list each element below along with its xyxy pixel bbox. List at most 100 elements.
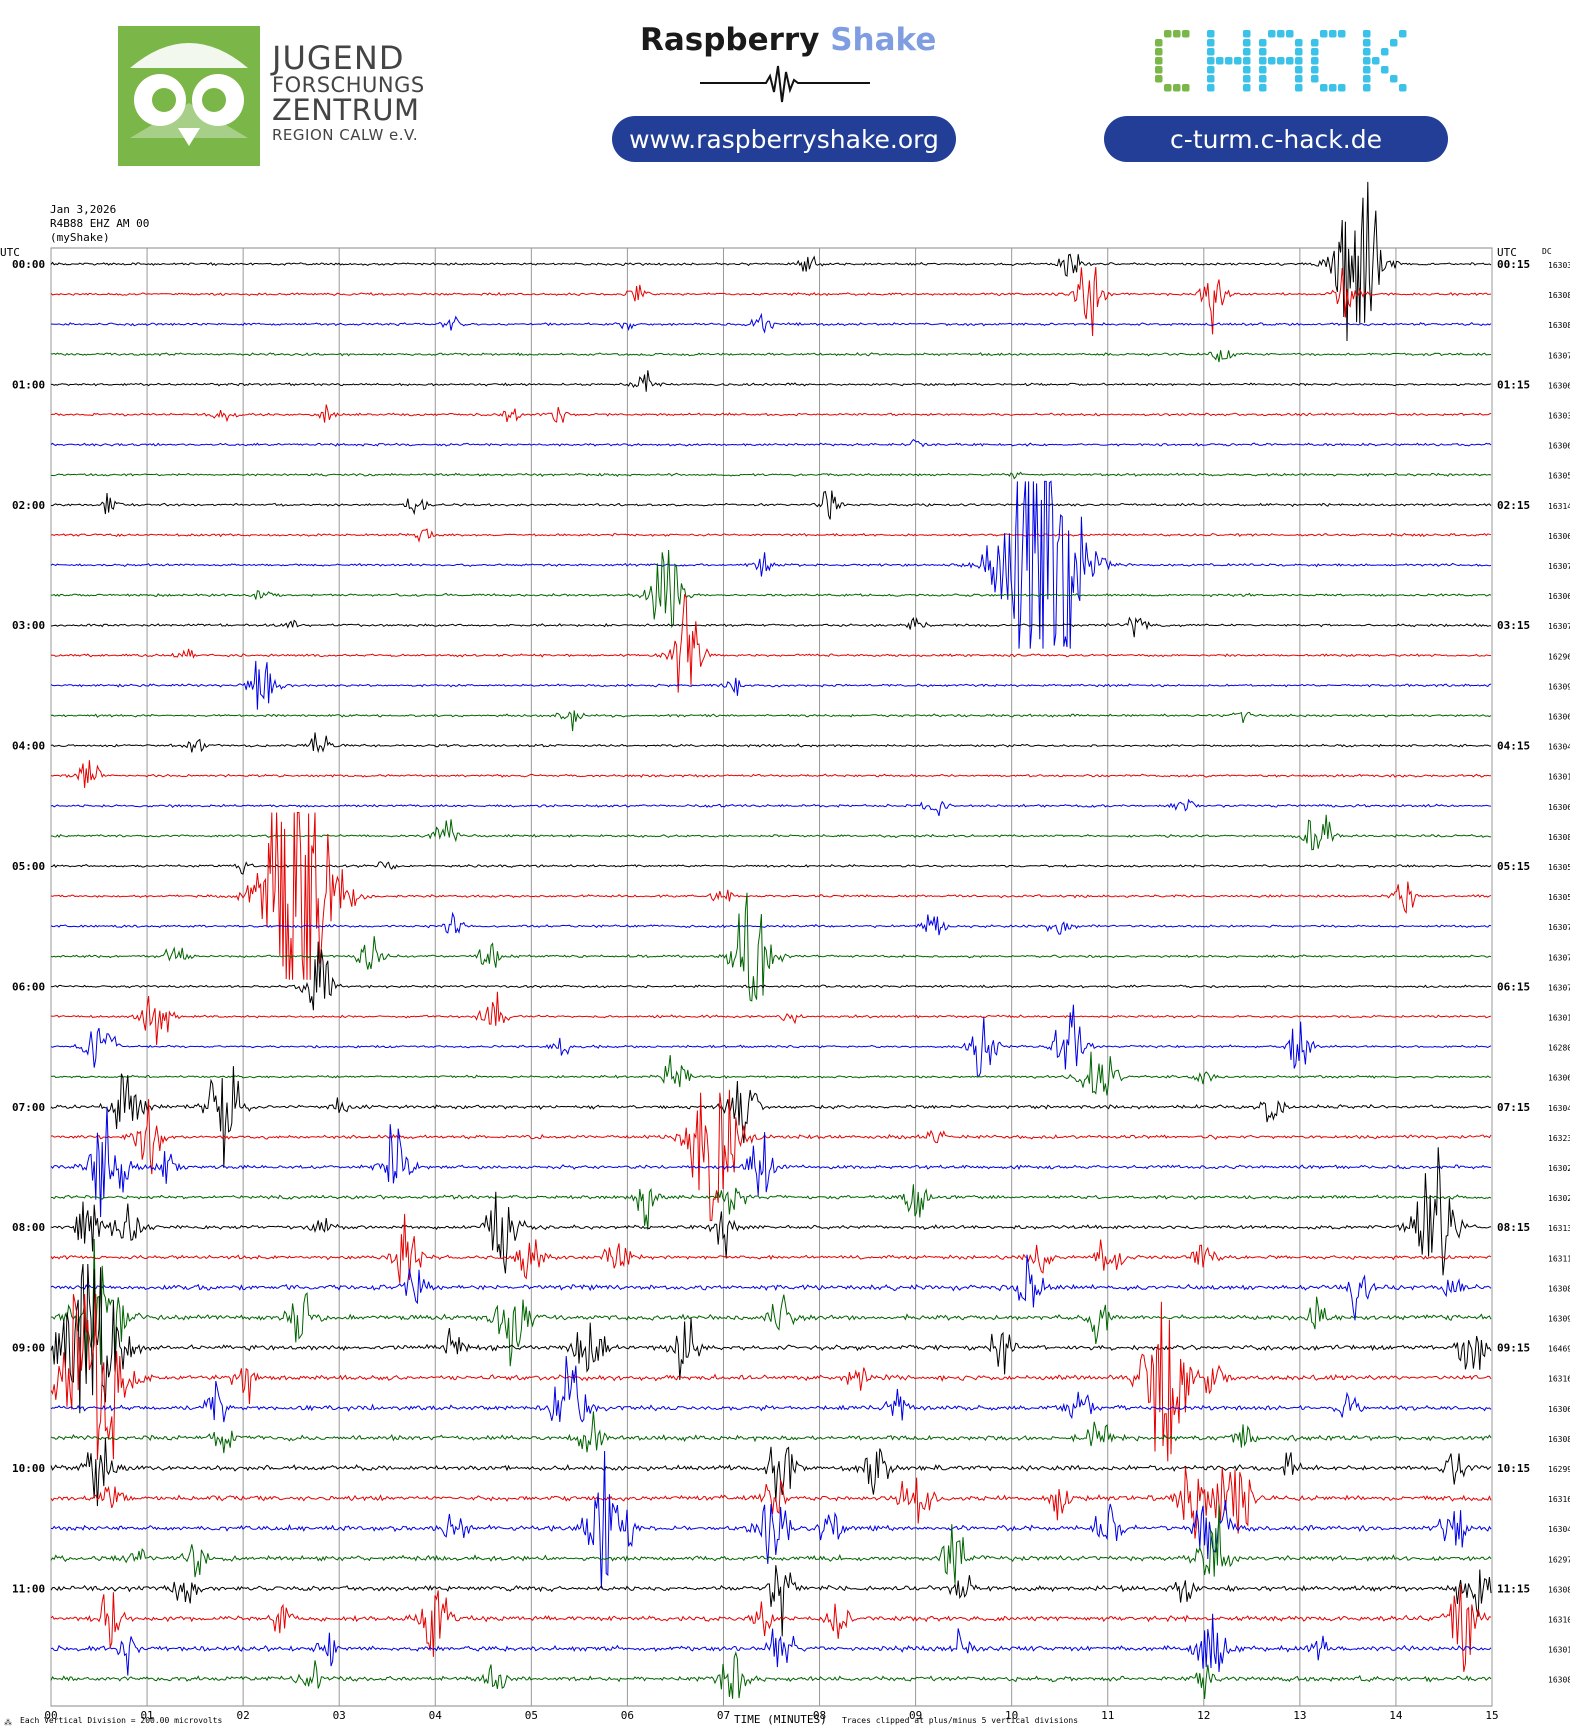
chack-logo-dot	[1207, 66, 1215, 74]
dc-offset-label: 16303	[1548, 412, 1570, 421]
trace-line	[50, 798, 1492, 817]
x-tick-label: 14	[1389, 1709, 1403, 1722]
x-tick-label: 10	[1005, 1709, 1018, 1722]
trace-line	[50, 1004, 1492, 1077]
x-tick-label: 03	[333, 1709, 346, 1722]
hour-label-left: 05:00	[12, 860, 45, 873]
chack-logo-dot	[1311, 66, 1319, 74]
chack-logo-dot	[1243, 57, 1251, 65]
trace-line	[50, 1147, 1492, 1276]
jfz-wordmark: JUGEND FORSCHUNGS ZENTRUM REGION CALW e.…	[272, 42, 425, 143]
dc-offset-label: 16305	[1548, 863, 1570, 872]
hour-label-right: 05:15	[1497, 860, 1530, 873]
x-tick-label: 04	[429, 1709, 443, 1722]
chack-url[interactable]: c-turm.c-hack.de	[1104, 116, 1448, 162]
chack-logo-dot	[1286, 30, 1294, 38]
trace-line	[51, 1184, 1492, 1230]
chack-logo-dot	[1259, 75, 1267, 83]
chack-logo-dot	[1225, 57, 1233, 65]
trace-line	[50, 1254, 1492, 1321]
trace-line	[50, 528, 1492, 543]
chack-logo-dot	[1329, 84, 1337, 92]
chack-logo-dot	[1338, 30, 1346, 38]
trace-line	[50, 1437, 1492, 1507]
jfz-line1: JUGEND	[272, 39, 405, 77]
chack-logo-dot	[1381, 48, 1389, 56]
dc-offset-label: 16304	[1548, 743, 1570, 752]
dc-offset-label: 16309	[1548, 682, 1570, 691]
hour-label-right: 03:15	[1497, 619, 1530, 632]
hour-label-right: 00:15	[1497, 258, 1530, 271]
chack-logo-dot	[1372, 57, 1380, 65]
chack-logo-dot	[1243, 39, 1251, 47]
chack-logo-dot	[1381, 66, 1389, 74]
chack-logo-dot	[1207, 75, 1215, 83]
trace-line	[50, 911, 1492, 936]
dc-offset-label: 16314	[1548, 502, 1570, 511]
hour-label-left: 09:00	[12, 1342, 45, 1355]
dc-offset-label: 16304	[1548, 1525, 1570, 1534]
x-tick-label: 00	[44, 1709, 57, 1722]
chack-logo-dot	[1268, 30, 1276, 38]
dc-offset-label: 16302	[1548, 1164, 1570, 1173]
chack-logo-dot	[1286, 57, 1294, 65]
dc-offset-label: 16306	[1548, 592, 1570, 601]
trace-line	[50, 1263, 1492, 1414]
hour-label-left: 10:00	[12, 1462, 45, 1475]
trace-line	[50, 616, 1492, 638]
raspberryshake-url[interactable]: www.raspberryshake.org	[612, 116, 956, 162]
x-tick-label: 12	[1197, 1709, 1210, 1722]
x-tick-label: 09	[909, 1709, 922, 1722]
x-tick-label: 06	[621, 1709, 634, 1722]
x-tick-label: 07	[717, 1709, 730, 1722]
plot-station: R4B88 EHZ AM 00	[50, 217, 150, 230]
trace-line	[50, 266, 1492, 337]
chack-logo-dot	[1295, 66, 1303, 74]
dc-offset-label: 16307	[1548, 351, 1570, 360]
dc-offset-label: 16306	[1548, 713, 1570, 722]
dc-offset-label: 16311	[1548, 1254, 1570, 1263]
chack-logo-dot	[1277, 30, 1285, 38]
utc-label-right: UTC	[1497, 246, 1517, 259]
trace-line	[50, 660, 1492, 710]
trace-line	[50, 991, 1492, 1045]
dc-offset-label: 16306	[1548, 803, 1570, 812]
chack-logo-dot	[1295, 39, 1303, 47]
trace-line	[50, 480, 1492, 649]
hour-label-left: 00:00	[12, 258, 45, 271]
trace-line	[50, 1467, 1492, 1539]
dc-offset-label: 16306	[1548, 442, 1570, 451]
dc-offset-label: 16306	[1548, 381, 1570, 390]
trace-line	[50, 490, 1492, 520]
jfz-line3: ZENTRUM	[272, 93, 420, 127]
chack-logo-dot	[1207, 57, 1215, 65]
trace-line	[50, 549, 1492, 629]
x-tick-label: 08	[813, 1709, 826, 1722]
trace-line	[50, 732, 1491, 754]
chack-logo-dot	[1363, 84, 1371, 92]
chack-logo-dot	[1277, 57, 1285, 65]
trace-line	[50, 1213, 1492, 1284]
chack-logo-dot	[1155, 57, 1163, 65]
x-axis-title: TIME (MINUTES)	[734, 1713, 827, 1726]
dc-offset-label: 16296	[1548, 652, 1570, 661]
chack-logo-dot	[1155, 75, 1163, 83]
scale-note: Each Vertical Division = 200.00 microvol…	[20, 1716, 223, 1725]
plot-date: Jan 3,2026	[50, 203, 117, 216]
dc-offset-label: 16305	[1548, 893, 1570, 902]
dc-offset-label: 16301	[1548, 773, 1570, 782]
chack-logo-dot	[1363, 57, 1371, 65]
hour-label-left: 08:00	[12, 1221, 45, 1234]
chack-logo-dot	[1259, 66, 1267, 74]
plot-source: (myShake)	[50, 231, 110, 244]
hour-label-left: 06:00	[12, 980, 45, 993]
dc-offset-label: 16307	[1548, 953, 1570, 962]
chack-logo-dot	[1363, 30, 1371, 38]
chack-logo-dot	[1363, 75, 1371, 83]
dc-offset-label: 16469	[1548, 1345, 1570, 1354]
chack-logo-dot	[1234, 57, 1242, 65]
chack-logo-dot	[1311, 75, 1319, 83]
trace-line	[50, 941, 1491, 1011]
chack-logo-dot	[1243, 48, 1251, 56]
chack-logo-dot	[1182, 84, 1190, 92]
